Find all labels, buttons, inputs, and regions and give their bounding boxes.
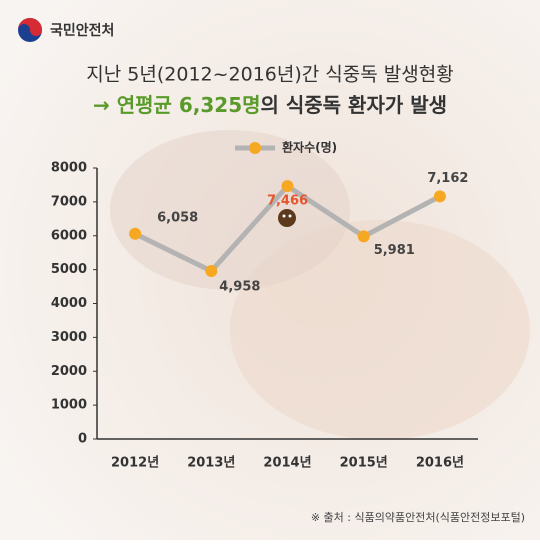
source: ※ 출처 : 식품의약품안전처(식품안전정보포털) <box>311 510 525 524</box>
value-label: 6,058 <box>157 210 198 225</box>
marker <box>205 265 218 278</box>
marker <box>357 230 370 243</box>
virus-eye <box>282 214 286 218</box>
legend: 환자수(명) <box>235 140 337 155</box>
chart-subtitle: → 연평균 6,325명의 식중독 환자가 발생 <box>93 93 447 117</box>
logo-icon <box>18 18 42 36</box>
y-tick-label: 0 <box>78 432 87 447</box>
value-label: 4,958 <box>219 280 260 295</box>
legend-label: 환자수(명) <box>282 140 337 155</box>
marker <box>129 227 142 240</box>
x-tick-label: 2014년 <box>263 456 311 471</box>
value-label: 7,162 <box>427 171 468 186</box>
y-tick-label: 8000 <box>51 161 87 176</box>
value-label: 5,981 <box>374 243 415 258</box>
x-tick-label: 2015년 <box>340 456 388 471</box>
x-tick-label: 2013년 <box>187 456 235 471</box>
background-shape <box>230 220 530 440</box>
chart-title: 지난 5년(2012~2016년)간 식중독 발생현황 <box>86 64 453 86</box>
x-tick-label: 2016년 <box>416 456 464 471</box>
virus-icon <box>278 209 296 227</box>
logo: 국민안전처 <box>18 18 114 42</box>
legend-marker <box>249 142 261 154</box>
y-tick-label: 3000 <box>51 330 87 345</box>
y-tick-label: 6000 <box>51 228 87 243</box>
x-tick-label: 2012년 <box>111 456 159 471</box>
y-tick-label: 5000 <box>51 262 87 277</box>
logo-text: 국민안전처 <box>50 22 114 39</box>
value-label: 7,466 <box>267 194 308 209</box>
y-tick-label: 2000 <box>51 364 87 379</box>
subtitle-rest: 의 식중독 환자가 발생 <box>261 93 448 117</box>
marker <box>281 180 294 193</box>
y-tick-label: 4000 <box>51 296 87 311</box>
marker <box>433 190 446 203</box>
virus-eye <box>288 214 292 218</box>
subtitle-highlight: → 연평균 6,325명 <box>93 93 261 117</box>
icon <box>278 209 296 227</box>
y-tick-label: 7000 <box>51 194 87 209</box>
y-tick-label: 1000 <box>51 398 87 413</box>
